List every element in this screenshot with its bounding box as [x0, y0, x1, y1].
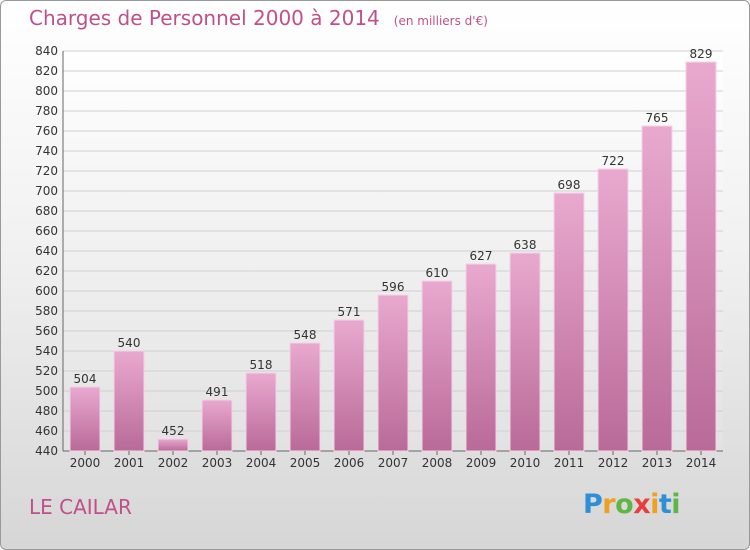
y-tick-label: 660 — [35, 224, 58, 238]
bar — [69, 386, 101, 452]
x-tick-label: 2009 — [466, 456, 497, 470]
bar-value-label: 638 — [514, 238, 537, 252]
logo-letter: t — [658, 489, 672, 520]
bar — [377, 294, 409, 452]
bar — [289, 342, 321, 452]
logo-letter: o — [615, 489, 634, 520]
y-tick-label: 600 — [35, 284, 58, 298]
y-tick-label: 760 — [35, 124, 58, 138]
bar — [465, 263, 497, 452]
bar — [333, 319, 365, 452]
bar-value-label: 540 — [118, 336, 141, 350]
bar — [553, 192, 585, 452]
bar — [509, 252, 541, 452]
bar-value-label: 596 — [382, 280, 405, 294]
bar-value-label: 548 — [294, 328, 317, 342]
bar-value-label: 765 — [646, 111, 669, 125]
logo-letter: x — [633, 489, 651, 520]
bar-value-label: 698 — [558, 178, 581, 192]
x-tick-label: 2005 — [290, 456, 321, 470]
bar-value-label: 491 — [206, 385, 229, 399]
y-tick-label: 460 — [35, 424, 58, 438]
x-tick-label: 2001 — [114, 456, 145, 470]
y-tick-label: 740 — [35, 144, 58, 158]
y-tick-label: 520 — [35, 364, 58, 378]
x-tick-label: 2008 — [422, 456, 453, 470]
bar-value-label: 829 — [690, 47, 713, 61]
bar — [245, 372, 277, 452]
logo-letter: P — [583, 489, 603, 520]
bar-value-label: 504 — [74, 372, 97, 386]
bar-value-label: 627 — [470, 249, 493, 263]
y-tick-label: 580 — [35, 304, 58, 318]
y-tick-label: 620 — [35, 264, 58, 278]
x-tick-label: 2002 — [158, 456, 189, 470]
title-row: Charges de Personnel 2000 à 2014 (en mill… — [29, 6, 488, 30]
bar-value-label: 571 — [338, 305, 361, 319]
bar-value-label: 452 — [162, 424, 185, 438]
proxiti-logo: Proxiti — [583, 489, 681, 520]
y-tick-label: 640 — [35, 244, 58, 258]
bar — [641, 125, 673, 452]
chart-title: Charges de Personnel 2000 à 2014 — [29, 6, 380, 30]
y-tick-label: 720 — [35, 164, 58, 178]
x-tick-label: 2013 — [642, 456, 673, 470]
x-tick-label: 2003 — [202, 456, 233, 470]
y-tick-label: 840 — [35, 44, 58, 58]
bar — [157, 438, 189, 452]
x-tick-label: 2004 — [246, 456, 277, 470]
x-tick-label: 2011 — [554, 456, 585, 470]
y-tick-label: 480 — [35, 404, 58, 418]
logo-letter: i — [671, 489, 681, 520]
x-tick-label: 2007 — [378, 456, 409, 470]
y-tick-label: 800 — [35, 84, 58, 98]
y-tick-label: 820 — [35, 64, 58, 78]
bar — [597, 168, 629, 452]
logo-letter: i — [650, 489, 659, 520]
y-tick-label: 780 — [35, 104, 58, 118]
y-tick-label: 700 — [35, 184, 58, 198]
y-tick-label: 540 — [35, 344, 58, 358]
y-tick-label: 680 — [35, 204, 58, 218]
bar — [421, 280, 453, 452]
x-tick-label: 2014 — [686, 456, 717, 470]
logo-letter: r — [602, 489, 616, 520]
bar — [113, 350, 145, 452]
y-tick-label: 560 — [35, 324, 58, 338]
bar-value-label: 518 — [250, 358, 273, 372]
location-label: LE CAILAR — [29, 495, 132, 519]
x-tick-label: 2000 — [70, 456, 101, 470]
bar-value-label: 610 — [426, 266, 449, 280]
y-tick-label: 440 — [35, 444, 58, 458]
bar — [685, 61, 717, 452]
bar — [201, 399, 233, 452]
x-tick-label: 2012 — [598, 456, 629, 470]
bar-value-label: 722 — [602, 154, 625, 168]
chart-subtitle: (en milliers d'€) — [393, 14, 488, 28]
x-tick-label: 2006 — [334, 456, 365, 470]
x-tick-label: 2010 — [510, 456, 541, 470]
y-tick-label: 500 — [35, 384, 58, 398]
